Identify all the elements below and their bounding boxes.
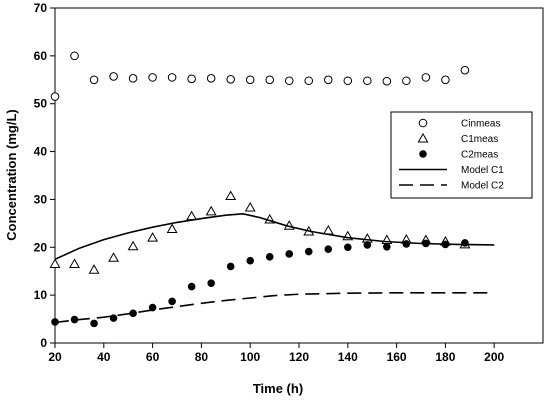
legend-item: C1meas	[417, 132, 498, 145]
data-point	[383, 243, 391, 251]
data-point	[421, 73, 431, 82]
data-point	[148, 73, 157, 82]
data-point	[324, 245, 333, 253]
legend-label: C1meas	[461, 134, 498, 145]
x-tick-label: 160	[387, 350, 407, 364]
data-point	[441, 75, 450, 85]
x-tick-label: 60	[146, 350, 160, 364]
data-point	[246, 256, 254, 265]
y-tick-label: 0	[40, 336, 47, 350]
data-point	[284, 76, 294, 86]
data-point	[50, 92, 60, 101]
legend: Cinmeas C1meas C2meas Model C1 Model C2	[390, 111, 533, 199]
data-point	[90, 319, 98, 328]
x-tick-label: 100	[240, 350, 260, 364]
data-point	[207, 279, 215, 287]
data-point	[167, 73, 177, 82]
series-model-c1	[54, 212, 495, 261]
data-point	[323, 75, 333, 85]
data-point	[70, 51, 79, 61]
y-tick-label: 70	[34, 1, 48, 15]
series-c2meas	[51, 239, 469, 328]
data-point	[382, 76, 392, 86]
y-tick-label: 40	[34, 145, 48, 159]
data-point	[304, 247, 313, 256]
data-point	[265, 75, 275, 85]
data-point	[147, 232, 159, 242]
axis-ticks: 20 40 60 80 100 120 140 160 180 200 0 10 20 30 40 50 60 7…	[34, 1, 505, 364]
data-point	[187, 282, 196, 291]
legend-swatch	[418, 118, 428, 128]
data-point	[88, 264, 100, 274]
data-point	[49, 258, 61, 268]
series-cinmeas	[50, 51, 470, 101]
legend-box	[390, 111, 533, 199]
legend-swatch	[419, 150, 427, 158]
x-tick-label: 120	[289, 350, 309, 364]
data-point	[89, 75, 99, 85]
series-line	[54, 212, 495, 261]
series-line	[54, 292, 495, 324]
legend-item: Model C1	[399, 165, 504, 176]
data-point	[363, 76, 372, 86]
x-axis-title: Time (h)	[253, 381, 303, 396]
legend-item: C2meas	[419, 150, 498, 161]
legend-item: Model C2	[399, 181, 504, 192]
data-point	[244, 201, 256, 212]
data-point	[402, 240, 411, 248]
legend-label: Model C1	[461, 165, 504, 176]
y-tick-label: 10	[34, 288, 48, 302]
legend-label: C2meas	[461, 150, 498, 161]
legend-label: Model C2	[461, 181, 504, 192]
x-tick-label: 140	[338, 350, 358, 364]
y-tick-label: 30	[34, 192, 48, 206]
legend-swatch	[417, 132, 429, 143]
x-tick-label: 20	[48, 350, 62, 364]
data-point	[187, 74, 196, 84]
data-point	[225, 190, 237, 201]
y-tick-label: 50	[34, 97, 48, 111]
series-layer	[49, 51, 495, 328]
data-point	[265, 253, 274, 261]
data-point	[108, 252, 120, 262]
data-point	[205, 205, 217, 216]
x-tick-label: 80	[195, 350, 209, 364]
data-point	[363, 241, 372, 249]
data-point	[109, 314, 118, 322]
data-point	[402, 76, 411, 86]
legend-item: Cinmeas	[418, 118, 500, 130]
y-tick-label: 60	[34, 49, 48, 63]
x-tick-label: 180	[435, 350, 455, 364]
data-point	[245, 75, 255, 85]
data-point	[226, 75, 235, 84]
x-tick-label: 40	[97, 350, 111, 364]
data-point	[460, 65, 470, 75]
data-point	[343, 76, 353, 86]
data-point	[127, 240, 139, 251]
data-point	[166, 223, 178, 234]
x-tick-label: 200	[484, 350, 504, 364]
data-point	[344, 243, 352, 252]
data-point	[304, 76, 314, 86]
legend-label: Cinmeas	[461, 119, 500, 130]
data-point	[226, 262, 235, 271]
data-point	[206, 74, 216, 83]
data-point	[285, 250, 294, 258]
data-point	[109, 72, 118, 81]
data-point	[128, 74, 138, 83]
y-tick-label: 20	[34, 240, 48, 254]
data-point	[168, 297, 176, 306]
y-axis-title: Concentration (mg/L)	[4, 109, 19, 240]
data-point	[69, 258, 80, 268]
series-model-c2	[54, 292, 495, 324]
data-point	[148, 303, 157, 312]
